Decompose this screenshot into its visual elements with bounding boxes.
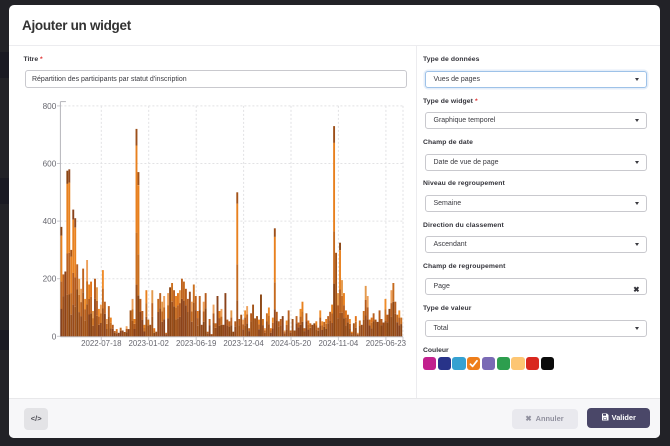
- svg-text:2024-05-20: 2024-05-20: [271, 339, 312, 348]
- svg-text:200: 200: [43, 275, 57, 284]
- svg-text:2023-06-19: 2023-06-19: [176, 339, 217, 348]
- svg-text:0: 0: [52, 332, 57, 341]
- svg-text:2022-07-18: 2022-07-18: [81, 339, 122, 348]
- svg-text:2025-06-23: 2025-06-23: [366, 339, 407, 348]
- svg-text:2023-12-04: 2023-12-04: [223, 339, 264, 348]
- svg-text:2024-11-04: 2024-11-04: [319, 339, 359, 348]
- svg-text:800: 800: [43, 102, 57, 111]
- svg-text:2023-01-02: 2023-01-02: [129, 339, 169, 348]
- svg-text:600: 600: [43, 160, 57, 169]
- svg-text:400: 400: [43, 217, 57, 226]
